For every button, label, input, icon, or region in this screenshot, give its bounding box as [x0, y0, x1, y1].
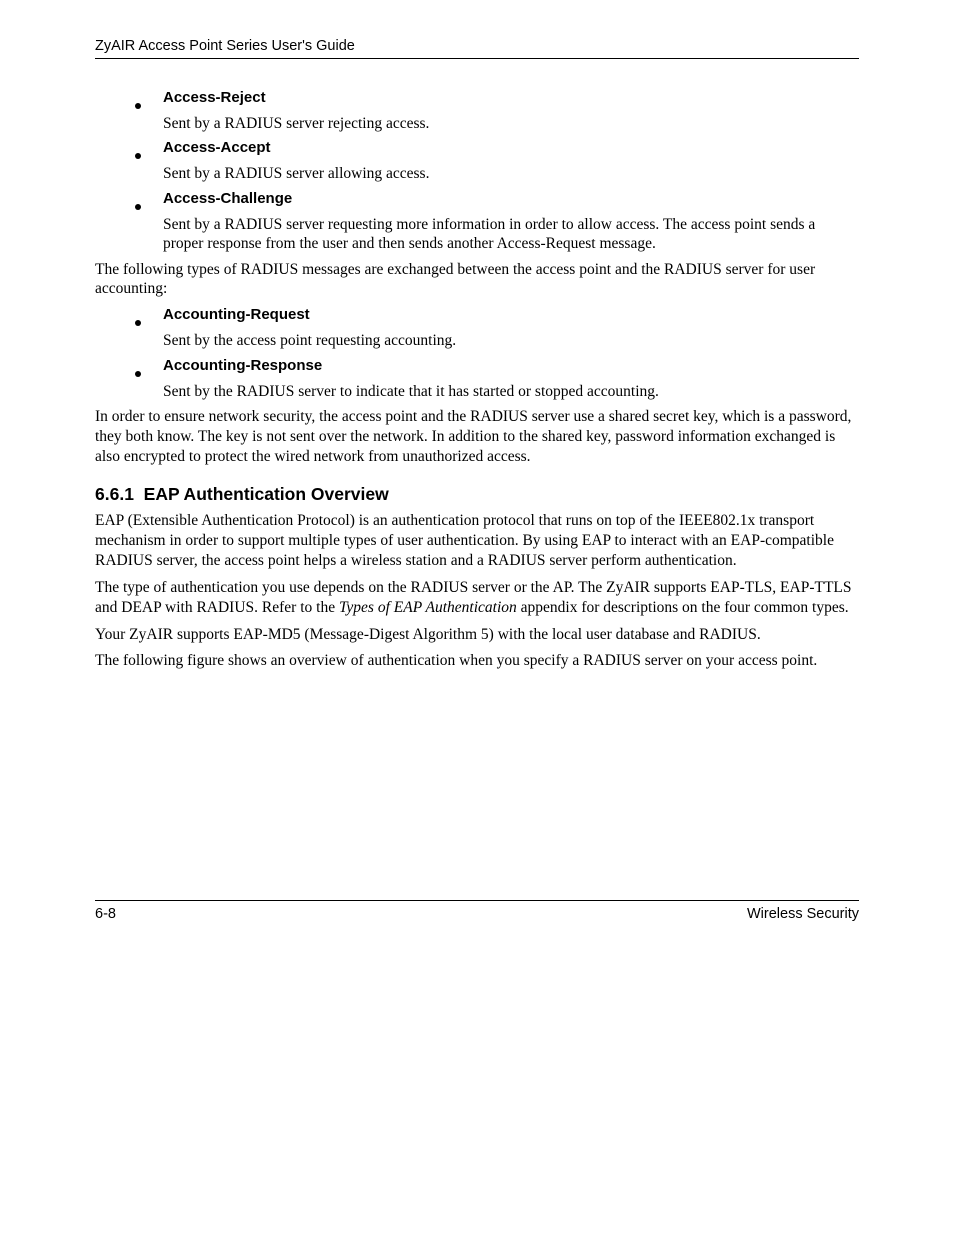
- paragraph-security: In order to ensure network security, the…: [95, 407, 859, 466]
- text-italic: Types of EAP Authentication: [339, 599, 517, 616]
- bullet-icon: [135, 371, 141, 377]
- bullet-item-access-accept: Access-Accept: [95, 139, 859, 156]
- bullet-heading: Access-Accept: [163, 139, 271, 156]
- footer-section-title: Wireless Security: [747, 906, 859, 922]
- paragraph-eap3: Your ZyAIR supports EAP-MD5 (Message-Dig…: [95, 625, 859, 645]
- bullet-heading: Access-Challenge: [163, 190, 292, 207]
- bullet-icon: [135, 153, 141, 159]
- footer-rule: [95, 900, 859, 901]
- text-segment: appendix for descriptions on the four co…: [517, 599, 849, 616]
- bullet-item-access-reject: Access-Reject: [95, 89, 859, 106]
- bullet-body: Sent by the access point requesting acco…: [163, 331, 849, 350]
- bullet-item-access-challenge: Access-Challenge: [95, 190, 859, 207]
- page-footer: 6-8 Wireless Security: [95, 900, 859, 922]
- bullet-item-accounting-request: Accounting-Request: [95, 306, 859, 323]
- bullet-body: Sent by a RADIUS server allowing access.: [163, 164, 849, 183]
- bullet-icon: [135, 103, 141, 109]
- header-rule: [95, 58, 859, 59]
- bullet-body: Sent by a RADIUS server requesting more …: [163, 215, 849, 254]
- page-number: 6-8: [95, 906, 116, 922]
- paragraph-eap1: EAP (Extensible Authentication Protocol)…: [95, 511, 859, 570]
- bullet-icon: [135, 320, 141, 326]
- page-header: ZyAIR Access Point Series User's Guide: [95, 38, 859, 58]
- bullet-heading: Accounting-Response: [163, 357, 322, 374]
- section-number: 6.6.1: [95, 484, 134, 504]
- bullet-heading: Accounting-Request: [163, 306, 310, 323]
- paragraph-accounting-intro: The following types of RADIUS messages a…: [95, 260, 859, 300]
- bullet-icon: [135, 204, 141, 210]
- bullet-item-accounting-response: Accounting-Response: [95, 357, 859, 374]
- document-page: ZyAIR Access Point Series User's Guide A…: [0, 0, 954, 671]
- section-heading: 6.6.1 EAP Authentication Overview: [95, 484, 859, 505]
- paragraph-eap4: The following figure shows an overview o…: [95, 651, 859, 671]
- footer-row: 6-8 Wireless Security: [95, 906, 859, 922]
- paragraph-eap2: The type of authentication you use depen…: [95, 578, 859, 618]
- bullet-body: Sent by the RADIUS server to indicate th…: [163, 382, 849, 401]
- bullet-body: Sent by a RADIUS server rejecting access…: [163, 114, 849, 133]
- section-title: EAP Authentication Overview: [144, 484, 389, 504]
- bullet-heading: Access-Reject: [163, 89, 266, 106]
